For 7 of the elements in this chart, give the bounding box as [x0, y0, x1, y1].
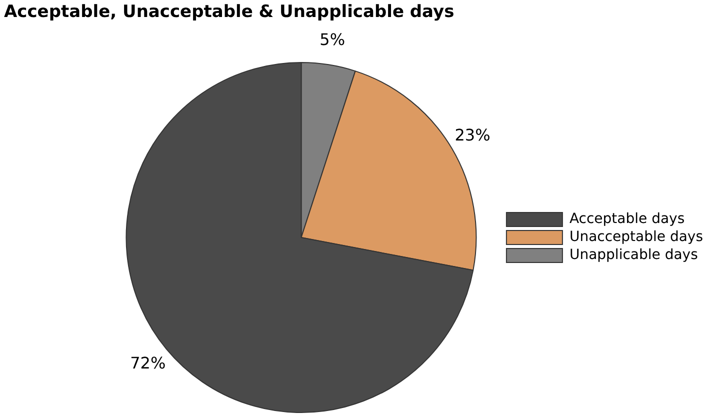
- legend-label: Unapplicable days: [569, 247, 698, 264]
- data-label: 5%: [320, 30, 346, 50]
- legend-label: Acceptable days: [569, 211, 685, 228]
- data-label: 72%: [130, 354, 166, 373]
- data-label: 23%: [454, 125, 490, 144]
- chart-title: Acceptable, Unacceptable & Unapplicable days: [4, 2, 454, 22]
- legend-label: Unacceptable days: [569, 229, 703, 246]
